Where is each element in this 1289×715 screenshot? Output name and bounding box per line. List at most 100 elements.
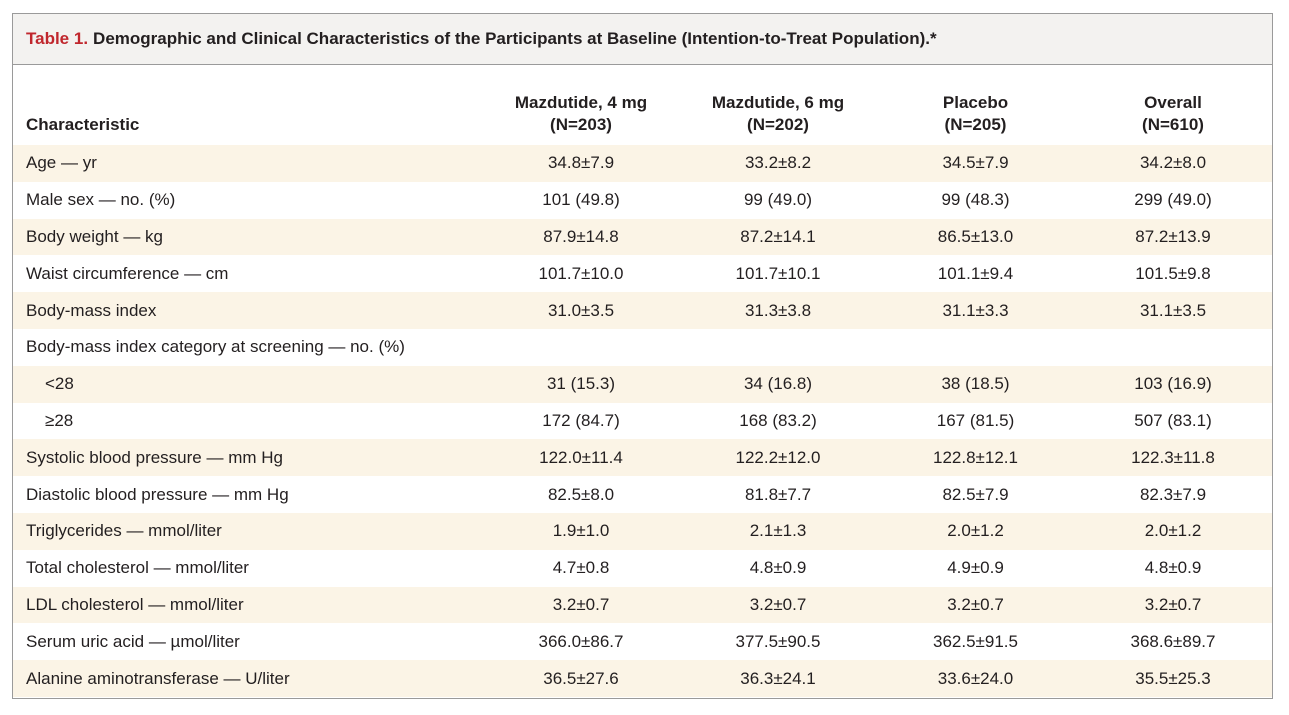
table-cell: 101 (49.8) — [483, 181, 679, 219]
table-cell: 122.3±11.8 — [1074, 439, 1272, 477]
table-cell — [679, 328, 877, 366]
table-cell: 31.1±3.5 — [1074, 292, 1272, 329]
table-cell: 36.3±24.1 — [679, 660, 877, 697]
column-header-placebo: Placebo (N=205) — [877, 65, 1074, 145]
table-cell: 299 (49.0) — [1074, 181, 1272, 219]
table-row: Total cholesterol — mmol/liter 4.7±0.8 4.8… — [13, 549, 1272, 587]
table-cell: 507 (83.1) — [1074, 402, 1272, 440]
table-cell: 82.5±8.0 — [483, 476, 679, 513]
group-name: Placebo — [942, 93, 1009, 112]
table-cell: 87.2±13.9 — [1074, 218, 1272, 256]
table-cell: 2.0±1.2 — [1074, 512, 1272, 550]
characteristic-header: Characteristic — [26, 115, 140, 134]
table-cell: 87.2±14.1 — [679, 218, 877, 256]
table-cell — [1074, 328, 1272, 366]
group-n: (N=610) — [1142, 115, 1204, 134]
row-label: Diastolic blood pressure — mm Hg — [13, 476, 483, 513]
table-cell: 101.1±9.4 — [877, 255, 1074, 293]
table-row: Serum uric acid — µmol/liter 366.0±86.7 37… — [13, 623, 1272, 661]
table-row: ≥28 172 (84.7) 168 (83.2) 167 (81.5) 507 (83… — [13, 402, 1272, 440]
table-row: Body-mass index 31.0±3.5 31.3±3.8 31.1±3.3 3… — [13, 292, 1272, 329]
table-cell: 4.9±0.9 — [877, 549, 1074, 587]
row-label: ≥28 — [13, 402, 483, 440]
table-row: Diastolic blood pressure — mm Hg 82.5±8.0… — [13, 476, 1272, 513]
table-cell: 33.6±24.0 — [877, 660, 1074, 697]
table-cell: 86.5±13.0 — [877, 218, 1074, 256]
table-cell: 172 (84.7) — [483, 402, 679, 440]
table-cell: 34.8±7.9 — [483, 145, 679, 182]
table-cell: 4.8±0.9 — [1074, 549, 1272, 587]
row-label: Alanine aminotransferase — U/liter — [13, 660, 483, 697]
table-cell: 3.2±0.7 — [483, 586, 679, 624]
table-cell: 81.8±7.7 — [679, 476, 877, 513]
table-cell: 99 (49.0) — [679, 181, 877, 219]
table-row: Male sex — no. (%) 101 (49.8) 99 (49.0) 99 … — [13, 181, 1272, 219]
table-cell: 31.1±3.3 — [877, 292, 1074, 329]
table-row: Body weight — kg 87.9±14.8 87.2±14.1 86.5±1… — [13, 218, 1272, 256]
table-cell: 4.7±0.8 — [483, 549, 679, 587]
table-row: Waist circumference — cm 101.7±10.0 101.7±… — [13, 255, 1272, 293]
table-cell: 2.0±1.2 — [877, 512, 1074, 550]
table-cell: 4.8±0.9 — [679, 549, 877, 587]
table-cell: 3.2±0.7 — [877, 586, 1074, 624]
table-cell: 101.7±10.1 — [679, 255, 877, 293]
column-header-mazdutide-4mg: Mazdutide, 4 mg (N=203) — [483, 65, 679, 145]
table-frame: Table 1. Demographic and Clinical Charac… — [12, 13, 1273, 699]
row-label: Systolic blood pressure — mm Hg — [13, 439, 483, 477]
group-n: (N=203) — [550, 115, 612, 134]
table-cell — [483, 328, 679, 366]
row-label: Age — yr — [13, 145, 483, 182]
table-cell: 35.5±25.3 — [1074, 660, 1272, 697]
table-cell: 38 (18.5) — [877, 365, 1074, 403]
table-cell: 362.5±91.5 — [877, 623, 1074, 661]
table-cell: 33.2±8.2 — [679, 145, 877, 182]
table-cell: 2.1±1.3 — [679, 512, 877, 550]
table-title: Table 1. Demographic and Clinical Charac… — [13, 14, 1272, 65]
column-header-mazdutide-6mg: Mazdutide, 6 mg (N=202) — [679, 65, 877, 145]
table-row: Alanine aminotransferase — U/liter 36.5±2… — [13, 660, 1272, 697]
table-cell: 168 (83.2) — [679, 402, 877, 440]
table-row: LDL cholesterol — mmol/liter 3.2±0.7 3.2±0… — [13, 586, 1272, 624]
table-cell: 34.5±7.9 — [877, 145, 1074, 182]
table-cell: 31 (15.3) — [483, 365, 679, 403]
table-cell: 31.0±3.5 — [483, 292, 679, 329]
row-label: Waist circumference — cm — [13, 255, 483, 293]
table-cell: 101.7±10.0 — [483, 255, 679, 293]
row-label: Body-mass index — [13, 292, 483, 329]
table-cell: 3.2±0.7 — [679, 586, 877, 624]
group-n: (N=205) — [944, 115, 1007, 134]
table-cell — [877, 328, 1074, 366]
row-label: <28 — [13, 365, 483, 403]
table-cell: 36.5±27.6 — [483, 660, 679, 697]
table-cell: 377.5±90.5 — [679, 623, 877, 661]
table-body: Age — yr 34.8±7.9 33.2±8.2 34.5±7.9 34.2±8.0… — [13, 145, 1272, 697]
group-name: Mazdutide, 6 mg — [711, 93, 845, 112]
table-cell: 31.3±3.8 — [679, 292, 877, 329]
table-cell: 34.2±8.0 — [1074, 145, 1272, 182]
row-label: Total cholesterol — mmol/liter — [13, 549, 483, 587]
table-cell: 82.5±7.9 — [877, 476, 1074, 513]
table-cell: 82.3±7.9 — [1074, 476, 1272, 513]
header-row: Characteristic Mazdutide, 4 mg (N=203) M… — [13, 65, 1272, 145]
table-cell: 1.9±1.0 — [483, 512, 679, 550]
table-row: Age — yr 34.8±7.9 33.2±8.2 34.5±7.9 34.2±8.0 — [13, 145, 1272, 182]
table-cell: 87.9±14.8 — [483, 218, 679, 256]
table-cell: 122.0±11.4 — [483, 439, 679, 477]
table-cell: 122.8±12.1 — [877, 439, 1074, 477]
row-label: Male sex — no. (%) — [13, 181, 483, 219]
table-cell: 103 (16.9) — [1074, 365, 1272, 403]
table-row: <28 31 (15.3) 34 (16.8) 38 (18.5) 103 (16.9) — [13, 365, 1272, 403]
table-cell: 122.2±12.0 — [679, 439, 877, 477]
table-row: Systolic blood pressure — mm Hg 122.0±11.… — [13, 439, 1272, 477]
group-name: Overall — [1144, 93, 1202, 112]
table-cell: 167 (81.5) — [877, 402, 1074, 440]
table-caption: Demographic and Clinical Characteristics… — [93, 29, 937, 48]
column-header-overall: Overall (N=610) — [1074, 65, 1272, 145]
table-cell: 34 (16.8) — [679, 365, 877, 403]
table-cell: 101.5±9.8 — [1074, 255, 1272, 293]
characteristics-table: Characteristic Mazdutide, 4 mg (N=203) M… — [13, 65, 1272, 697]
table-number: Table 1. — [26, 29, 89, 48]
group-name: Mazdutide, 4 mg — [514, 93, 648, 112]
table-row: Body-mass index category at screening — … — [13, 328, 1272, 366]
group-n: (N=202) — [747, 115, 809, 134]
